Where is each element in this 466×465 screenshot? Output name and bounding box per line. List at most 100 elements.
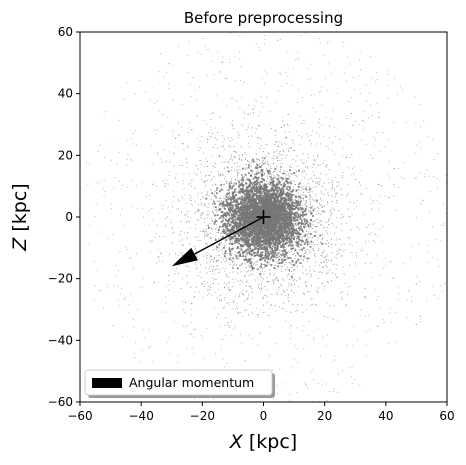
particle-point [271, 206, 273, 208]
particle-point [288, 232, 290, 234]
particle-point [214, 193, 216, 195]
particle-point [269, 243, 272, 245]
particle-point [254, 184, 256, 186]
particle-point [275, 201, 278, 204]
particle-point [258, 125, 260, 127]
particle-point [277, 180, 279, 181]
particle-point [256, 166, 258, 168]
particle-point [287, 199, 290, 202]
particle-point [241, 202, 243, 204]
particle-point [228, 192, 231, 195]
particle-point [235, 194, 238, 196]
particle-point [269, 200, 271, 202]
particle-point [239, 217, 242, 220]
particle-point [204, 205, 206, 207]
particle-point [236, 267, 239, 270]
particle-point [291, 283, 293, 285]
particle-point [236, 169, 238, 171]
particle-point [285, 230, 287, 232]
particle-point [228, 326, 230, 328]
particle-point [257, 232, 260, 234]
particle-point [205, 197, 208, 200]
particle-point [224, 204, 226, 207]
particle-point [263, 224, 265, 225]
particle-point [232, 261, 234, 263]
particle-point [285, 224, 288, 227]
particle-point [274, 187, 277, 189]
particle-point [205, 174, 207, 176]
particle-point [274, 233, 276, 236]
particle-point [217, 232, 219, 233]
particle-point [260, 263, 263, 266]
particle-point [255, 239, 256, 241]
particle-point [279, 227, 281, 230]
particle-point [290, 226, 293, 229]
particle-point [274, 228, 276, 231]
particle-point [257, 176, 260, 179]
particle-point [292, 244, 293, 246]
particle-point [292, 224, 295, 227]
particle-point [278, 220, 281, 223]
particle-point [371, 208, 373, 210]
particle-point [252, 202, 255, 205]
particle-point [210, 217, 212, 219]
particle-point [296, 231, 299, 234]
particle-point [194, 246, 196, 248]
particle-point [240, 225, 242, 227]
particle-point [284, 235, 285, 237]
particle-point [208, 227, 210, 229]
particle-point [242, 263, 243, 265]
particle-point [188, 183, 190, 185]
particle-point [248, 252, 251, 254]
particle-point [270, 222, 273, 225]
particle-point [259, 242, 262, 245]
particle-point [238, 311, 240, 313]
particle-point [273, 226, 276, 228]
particle-point [294, 195, 297, 198]
particle-point [241, 242, 243, 243]
particle-point [206, 234, 208, 236]
particle-point [286, 192, 288, 195]
particle-point [303, 162, 305, 164]
particle-point [313, 199, 315, 201]
particle-point [272, 238, 275, 240]
particle-point [288, 210, 291, 212]
particle-point [259, 267, 261, 269]
particle-point [332, 142, 334, 144]
particle-point [265, 211, 267, 214]
particle-point [303, 225, 305, 228]
particle-point [289, 211, 292, 213]
particle-point [263, 229, 266, 231]
particle-point [277, 208, 280, 210]
particle-point [232, 201, 235, 203]
particle-point [341, 254, 343, 256]
particle-point [267, 206, 269, 208]
particle-point [266, 247, 268, 249]
particle-point [233, 215, 235, 218]
particle-point [245, 259, 248, 262]
particle-point [341, 213, 343, 215]
particle-point [264, 259, 266, 262]
particle-point [259, 211, 261, 213]
particle-point [266, 213, 268, 215]
particle-point [293, 240, 295, 242]
particle-point [330, 209, 332, 211]
particle-point [293, 149, 295, 151]
particle-point [233, 226, 236, 228]
particle-point [256, 231, 258, 233]
particle-point [259, 197, 261, 199]
particle-point [244, 173, 247, 176]
particle-point [228, 145, 230, 147]
particle-point [247, 221, 250, 224]
particle-point [277, 212, 280, 215]
particle-point [310, 196, 312, 198]
particle-point [322, 227, 324, 229]
particle-point [285, 208, 287, 210]
particle-point [249, 175, 251, 177]
particle-point [229, 246, 230, 248]
particle-point [249, 229, 252, 231]
particle-point [291, 208, 293, 211]
particle-point [273, 192, 275, 195]
particle-point [238, 255, 240, 257]
particle-point [307, 224, 310, 226]
